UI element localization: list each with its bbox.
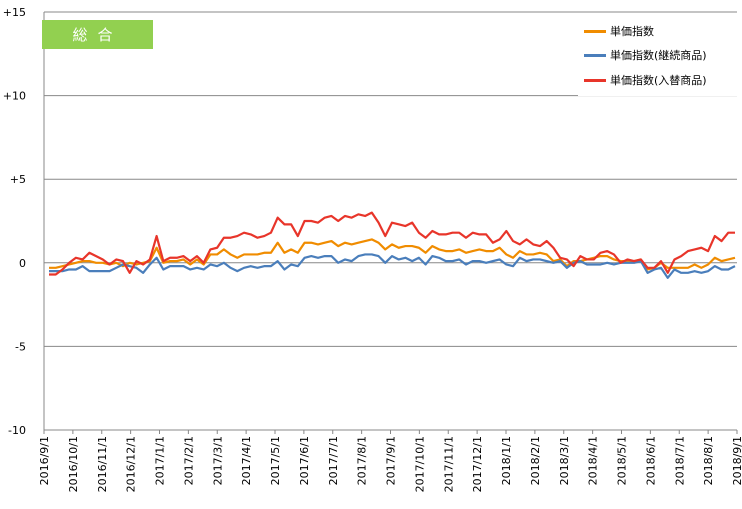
legend-swatch-continuing bbox=[584, 53, 606, 57]
legend-label: 単価指数(入替商品) bbox=[610, 74, 707, 87]
series-lines bbox=[49, 211, 736, 279]
series-line-2 bbox=[49, 211, 735, 276]
x-tick-label: 2017/2/1 bbox=[182, 436, 195, 485]
x-tick-label: 2017/11/1 bbox=[442, 436, 455, 492]
legend-label: 単価指数(継続商品) bbox=[610, 49, 707, 62]
legend-label: 単価指数 bbox=[610, 25, 654, 38]
y-tick-label: 0 bbox=[19, 257, 26, 270]
x-tick-label: 2018/4/1 bbox=[587, 436, 600, 485]
x-tick-label: 2016/11/1 bbox=[96, 436, 109, 492]
x-tick-label: 2016/9/1 bbox=[38, 436, 51, 485]
x-tick-label: 2017/6/1 bbox=[298, 436, 311, 485]
y-tick-label: +15 bbox=[3, 6, 26, 19]
x-tick-label: 2017/5/1 bbox=[269, 436, 282, 485]
x-axis-ticks: 2016/9/1 2016/10/1 2016/11/1 2016/12/1 2017/… bbox=[38, 430, 742, 492]
x-tick-label: 2018/7/1 bbox=[673, 436, 686, 485]
legend-swatch-unit-price bbox=[584, 29, 606, 33]
y-tick-label: +10 bbox=[3, 90, 26, 103]
x-tick-label: 2017/1/1 bbox=[154, 436, 167, 485]
x-tick-label: 2017/8/1 bbox=[356, 436, 369, 485]
x-tick-label: 2017/9/1 bbox=[385, 436, 398, 485]
x-tick-label: 2018/3/1 bbox=[558, 436, 571, 485]
x-tick-label: 2017/4/1 bbox=[240, 436, 253, 485]
x-tick-label: 2018/8/1 bbox=[702, 436, 715, 485]
x-tick-label: 2017/12/1 bbox=[471, 436, 484, 492]
x-tick-label: 2018/6/1 bbox=[644, 436, 657, 485]
y-axis-ticks: +15 +10 +5 0 -5 -10 bbox=[3, 6, 26, 437]
y-tick-label: -10 bbox=[8, 424, 26, 437]
x-tick-label: 2017/3/1 bbox=[211, 436, 224, 485]
y-tick-label: -5 bbox=[15, 340, 26, 353]
legend-item-replacement: 単価指数(入替商品) bbox=[584, 73, 707, 87]
legend-swatch-replacement bbox=[584, 78, 606, 82]
y-tick-label: +5 bbox=[10, 173, 26, 186]
legend: 単価指数 単価指数(継続商品) 単価指数(入替商品) bbox=[578, 18, 742, 96]
x-tick-label: 2018/5/1 bbox=[616, 436, 629, 485]
x-tick-label: 2017/7/1 bbox=[327, 436, 340, 485]
category-badge: 総合 bbox=[42, 20, 153, 49]
x-tick-label: 2016/12/1 bbox=[125, 436, 138, 492]
x-tick-label: 2016/10/1 bbox=[67, 436, 80, 492]
x-tick-label: 2017/10/1 bbox=[413, 436, 426, 492]
legend-item-unit-price: 単価指数 bbox=[584, 24, 654, 38]
x-tick-label: 2018/2/1 bbox=[529, 436, 542, 485]
x-tick-label: 2018/1/1 bbox=[500, 436, 513, 485]
legend-item-continuing: 単価指数(継続商品) bbox=[584, 48, 707, 62]
x-tick-label: 2018/9/1 bbox=[731, 436, 742, 485]
